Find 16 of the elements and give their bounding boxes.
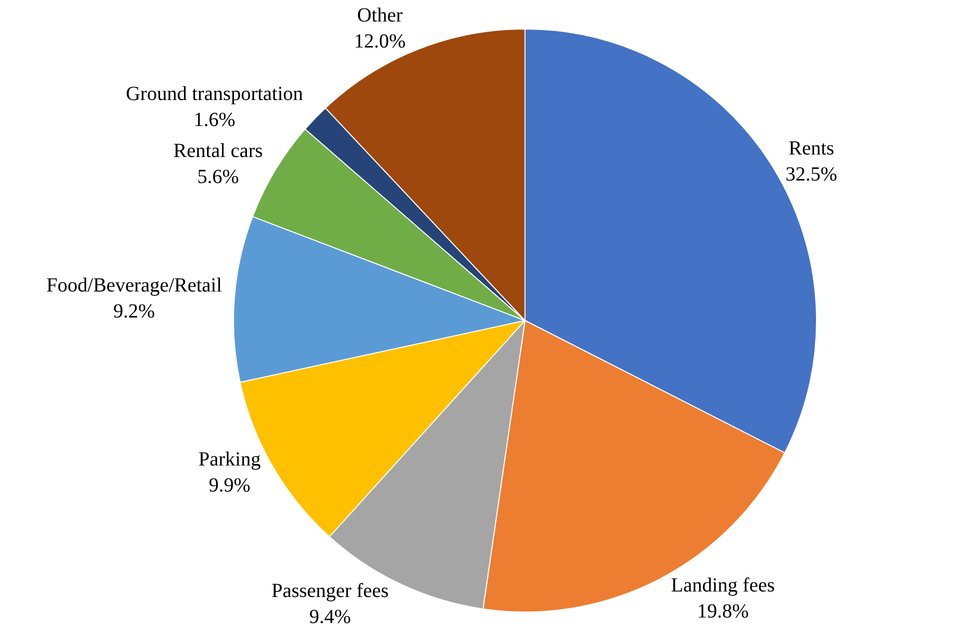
data-label: 1.6%	[194, 108, 236, 131]
slice-label: Food/Beverage/Retail	[46, 274, 222, 296]
slice-label: Rents	[788, 138, 834, 160]
data-label: 9.4%	[309, 606, 351, 628]
slice-label: Other	[357, 4, 403, 27]
data-label: 9.2%	[113, 300, 155, 322]
data-label: 5.6%	[197, 166, 239, 188]
slice-label: Parking	[198, 448, 261, 471]
data-label: 19.8%	[697, 600, 749, 622]
slice-label: Passenger fees	[271, 580, 389, 602]
slice-label: Landing fees	[670, 574, 776, 596]
data-label: 9.9%	[208, 474, 250, 497]
slice-label: Rental cars	[173, 140, 264, 162]
slice-label: Ground transportation	[126, 82, 304, 105]
data-label: 12.0%	[354, 30, 406, 53]
data-label: 32.5%	[786, 164, 838, 186]
